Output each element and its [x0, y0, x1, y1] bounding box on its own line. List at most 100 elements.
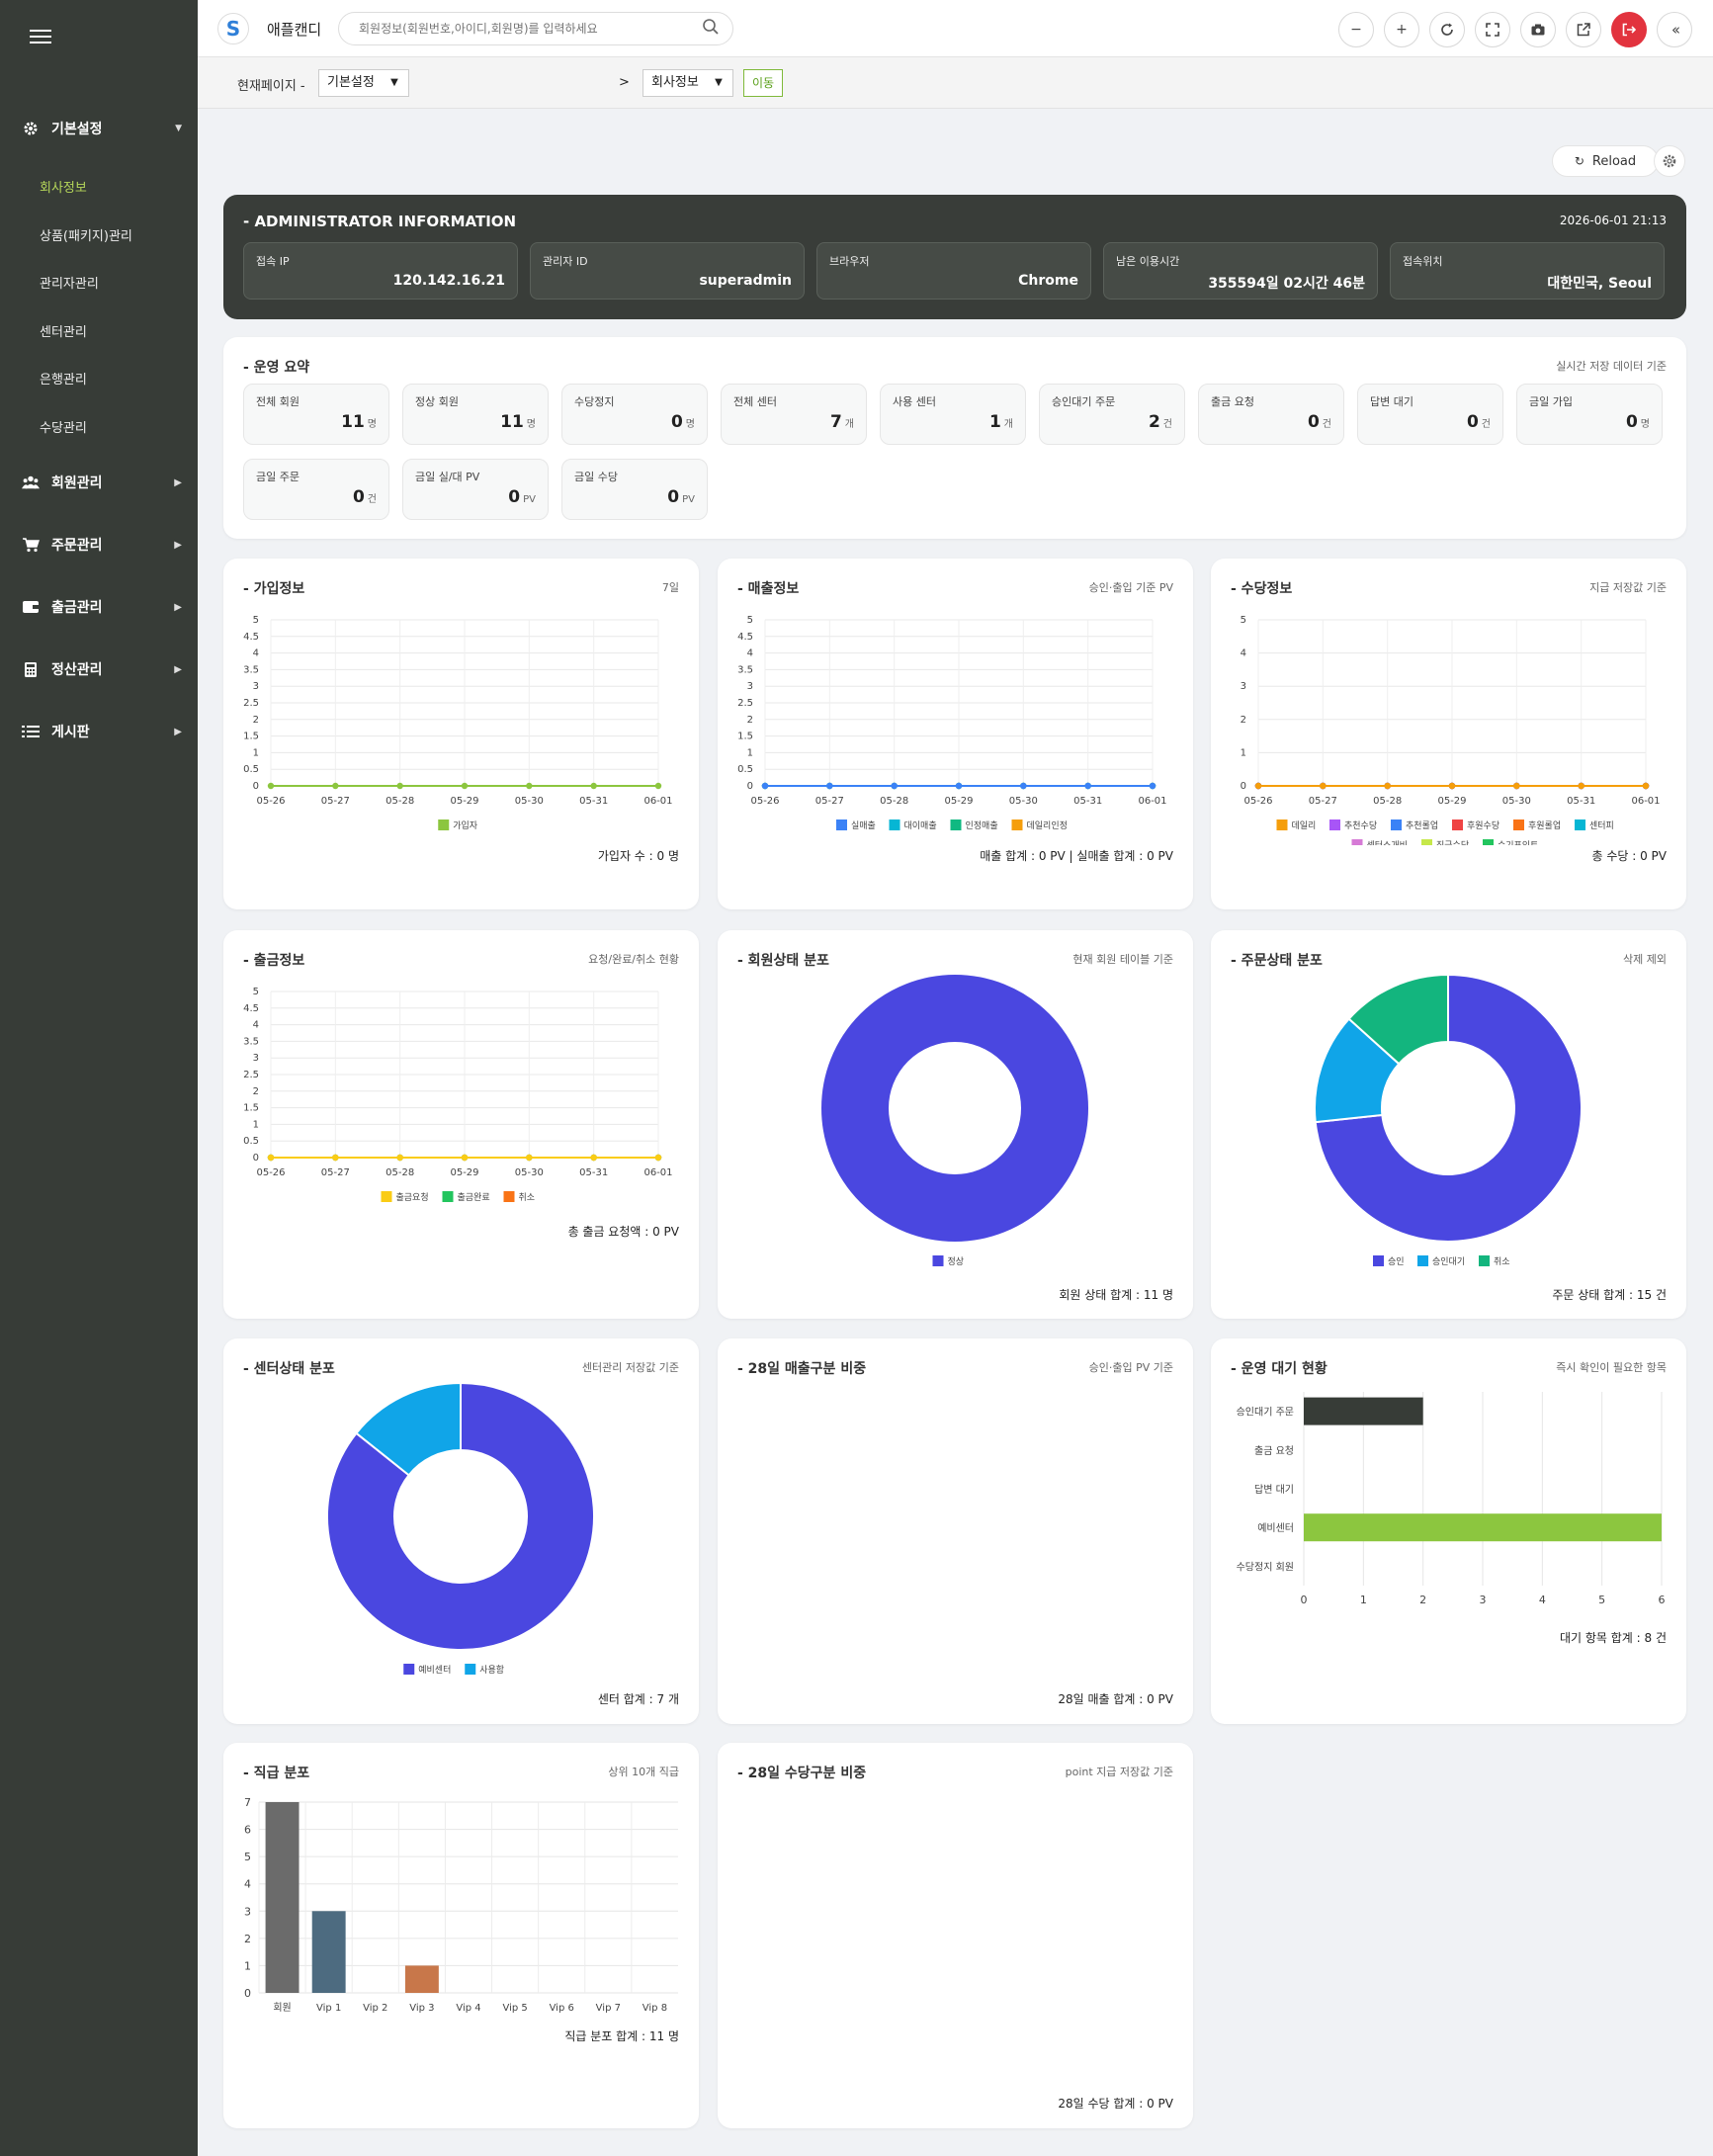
- refresh-button[interactable]: [1429, 12, 1465, 47]
- summary-number: 11: [500, 412, 524, 432]
- sidebar-item-company-info[interactable]: 회사정보: [40, 181, 87, 196]
- sidebar-section-settlement[interactable]: 정산관리 ▶: [0, 652, 198, 686]
- calculator-icon: [22, 660, 40, 678]
- brand-logo-icon[interactable]: S: [217, 13, 249, 44]
- y-tick-label: 6: [244, 1824, 251, 1837]
- search-icon[interactable]: [702, 18, 720, 36]
- y-tick-label: 3: [253, 681, 259, 692]
- info-value: 대한민국, Seoul: [1547, 276, 1652, 292]
- zoom-in-button[interactable]: +: [1384, 12, 1419, 47]
- data-point: [332, 1154, 339, 1162]
- cart-icon: [22, 536, 40, 554]
- sidebar-section-members[interactable]: 회원관리 ▶: [0, 466, 198, 499]
- chevron-right-icon: ▶: [174, 476, 182, 488]
- zoom-out-button[interactable]: −: [1338, 12, 1374, 47]
- sidebar-item-package[interactable]: 상품(패키지)관리: [40, 229, 132, 244]
- summary-key: 전체 회원: [256, 395, 300, 408]
- card-footer: 총 출금 요청액 : 0 PV: [567, 1225, 679, 1239]
- reload-label: Reload: [1591, 153, 1637, 169]
- data-point: [1084, 782, 1091, 790]
- admin-info-remaining-time: 남은 이용시간 355594일 02시간 46분: [1103, 242, 1378, 300]
- y-tick-label: 5: [244, 1851, 251, 1863]
- card-footer: 주문 상태 합계 : 15 건: [1552, 1288, 1667, 1302]
- legend-swatch: [932, 1255, 944, 1266]
- x-tick-label: 3: [1480, 1594, 1487, 1606]
- card-footer: 매출 합계 : 0 PV | 실매출 합계 : 0 PV: [980, 849, 1173, 863]
- summary-key: 정상 회원: [415, 395, 459, 408]
- search-input[interactable]: [338, 12, 733, 45]
- legend-swatch: [1421, 839, 1432, 845]
- sidebar-item-bonus[interactable]: 수당관리: [40, 421, 87, 436]
- x-tick-label: 6: [1659, 1594, 1666, 1606]
- sidebar-item-banks[interactable]: 은행관리: [40, 373, 87, 388]
- x-tick-label: 1: [1360, 1594, 1367, 1606]
- data-point: [826, 782, 833, 790]
- chevron-right-icon: ▶: [174, 539, 182, 551]
- summary-unit: 개: [1003, 419, 1013, 430]
- center-status-card: - 센터상태 분포 센터관리 저장값 기준 예비센터 사용함 센터 합계 : 7 …: [223, 1338, 699, 1724]
- x-tick-label: 회원: [273, 2002, 291, 2014]
- sidebar-section-withdraw[interactable]: 출금관리 ▶: [0, 590, 198, 624]
- legend-label: 취소: [519, 1192, 536, 1203]
- admin-info-title: - ADMINISTRATOR INFORMATION: [243, 213, 517, 230]
- sales-info-card: - 매출정보 승인·출입 기준 PV 5 4.5 4 3.5 3 2.5 2 1.5 1 0.5 0…: [718, 559, 1193, 909]
- x-tick-label: 05-29: [450, 796, 478, 807]
- summary-unit: 건: [1322, 419, 1331, 430]
- x-tick-label: 06-01: [1631, 796, 1660, 807]
- summary-number: 0: [1307, 412, 1320, 432]
- summary-number: 0: [667, 487, 680, 507]
- data-point: [955, 782, 963, 790]
- card-footer: 가입자 수 : 0 명: [597, 849, 679, 863]
- external-link-button[interactable]: [1566, 12, 1601, 47]
- sidebar-item-admins[interactable]: 관리자관리: [40, 277, 99, 292]
- collapse-button[interactable]: ‹‹: [1657, 12, 1692, 47]
- hamburger-menu-icon[interactable]: [30, 26, 51, 49]
- breadcrumb-label: 현재페이지 -: [237, 79, 305, 94]
- sidebar-section-board[interactable]: 게시판 ▶: [0, 715, 198, 748]
- legend-swatch: [1483, 839, 1494, 845]
- logout-button[interactable]: [1611, 12, 1647, 47]
- legend-label: 사용함: [479, 1665, 504, 1675]
- legend-label: 승인대기: [1432, 1256, 1465, 1266]
- breadcrumb-level2-value: 회사정보: [651, 75, 699, 90]
- x-tick-label: 06-01: [643, 796, 672, 807]
- y-tick-label: 2: [244, 1933, 251, 1945]
- y-tick-label: 1: [747, 747, 753, 758]
- card-title: - 주문상태 분포: [1231, 953, 1323, 969]
- summary-tile: 금일 가입 0 명: [1516, 384, 1663, 445]
- reload-button[interactable]: ↻ Reload: [1552, 145, 1659, 177]
- legend-label: 인정매출: [966, 820, 998, 831]
- x-tick-label: 2: [1419, 1594, 1426, 1606]
- card-footer: 28일 매출 합계 : 0 PV: [1058, 1692, 1173, 1706]
- x-tick-label: 4: [1539, 1594, 1546, 1606]
- x-tick-label: 05-29: [944, 796, 973, 807]
- go-button[interactable]: 이동: [743, 69, 784, 97]
- screenshot-button[interactable]: [1520, 12, 1556, 47]
- fullscreen-button[interactable]: [1475, 12, 1510, 47]
- x-tick-label: 05-28: [385, 796, 414, 807]
- settings-button[interactable]: [1654, 145, 1685, 177]
- sidebar-section-orders[interactable]: 주문관리 ▶: [0, 528, 198, 561]
- card-subtitle: 7일: [661, 581, 679, 594]
- sidebar: 기본설정 ▼ 회사정보 상품(패키지)관리 관리자관리 센터관리 은행관리 수당…: [0, 0, 198, 2156]
- legend-label: 출금요청: [396, 1192, 429, 1203]
- rank-distribution-card: - 직급 분포 상위 10개 직급 7 6 5 4 3 2 1 0 회원 Vip 1 Vip 2 Vi…: [223, 1743, 699, 2128]
- breadcrumb-level2-select[interactable]: 회사정보 ▼: [642, 69, 733, 97]
- y-tick-label: 1: [253, 1119, 259, 1130]
- legend-label: 취소: [1494, 1256, 1510, 1266]
- x-tick-label: 05-28: [1373, 796, 1402, 807]
- card-subtitle: 즉시 확인이 필요한 항목: [1556, 1361, 1667, 1374]
- info-key: 브라우저: [829, 255, 870, 268]
- pie-slice: [355, 1381, 462, 1477]
- double-chevron-left-icon: ‹‹: [1671, 21, 1680, 39]
- breadcrumb-level1-select[interactable]: 기본설정 ▼: [318, 69, 409, 97]
- sidebar-item-centers[interactable]: 센터관리: [40, 325, 87, 340]
- operations-summary-card: - 운영 요약 실시간 저장 데이터 기준 전체 회원 11 명 정상 회원 11 명 수당…: [223, 337, 1686, 539]
- data-point: [1020, 782, 1027, 790]
- summary-key: 출금 요청: [1211, 395, 1254, 408]
- sidebar-section-basic-settings[interactable]: 기본설정 ▼: [0, 112, 198, 145]
- legend-swatch: [403, 1664, 415, 1675]
